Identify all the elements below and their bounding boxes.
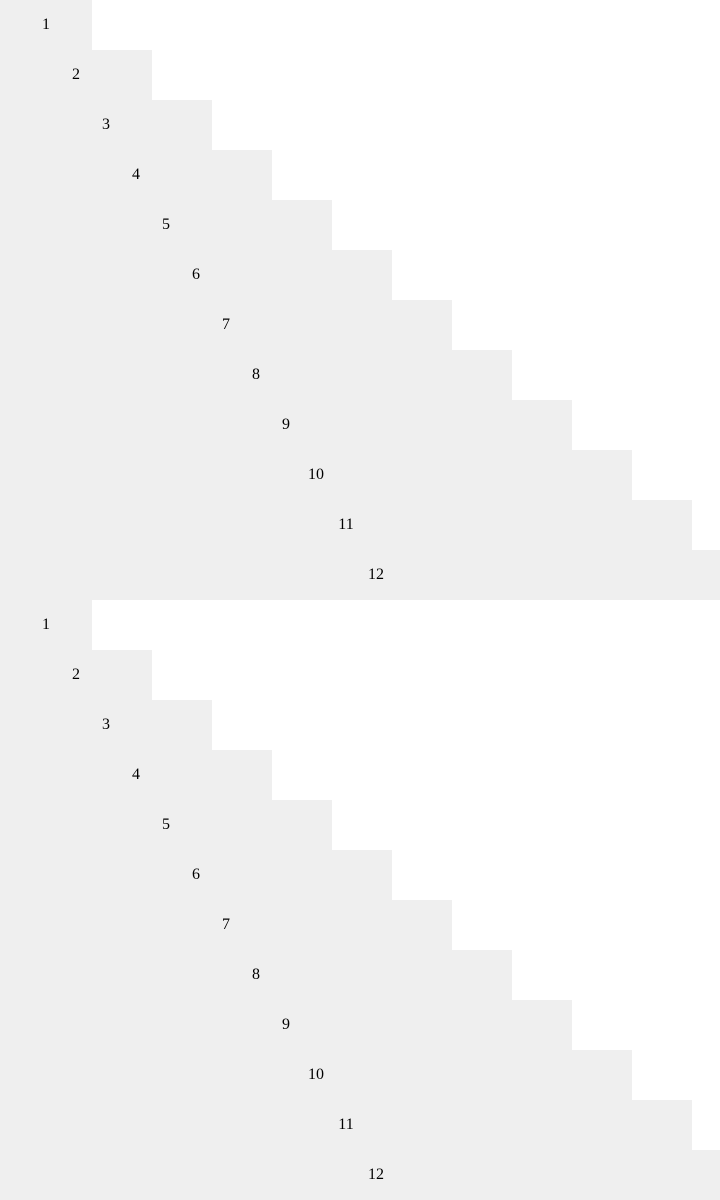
step-row: 7 xyxy=(0,900,452,950)
step-number: 9 xyxy=(266,400,306,450)
step-number: 9 xyxy=(266,1000,306,1050)
step-row: 12 xyxy=(0,550,720,600)
step-row: 6 xyxy=(0,250,392,300)
step-row: 3 xyxy=(0,700,212,750)
staircase-block-1: 1 2 3 4 5 6 7 8 9 10 11 12 xyxy=(0,0,720,600)
step-row: 5 xyxy=(0,200,332,250)
step-row: 4 xyxy=(0,750,272,800)
step-number: 7 xyxy=(206,900,246,950)
step-number: 1 xyxy=(26,0,66,50)
step-row: 1 xyxy=(0,600,92,650)
step-row: 2 xyxy=(0,650,152,700)
step-row: 5 xyxy=(0,800,332,850)
step-number: 5 xyxy=(146,800,186,850)
step-number: 2 xyxy=(56,650,96,700)
staircase-block-2: 1 2 3 4 5 6 7 8 9 10 11 12 xyxy=(0,600,720,1200)
step-number: 12 xyxy=(356,1150,396,1200)
step-number: 8 xyxy=(236,350,276,400)
step-row: 1 xyxy=(0,0,92,50)
step-row: 8 xyxy=(0,950,512,1000)
step-row: 11 xyxy=(0,1100,692,1150)
step-row: 3 xyxy=(0,100,212,150)
step-row: 9 xyxy=(0,400,572,450)
step-number: 10 xyxy=(296,1050,336,1100)
step-number: 10 xyxy=(296,450,336,500)
step-row: 10 xyxy=(0,1050,632,1100)
step-row: 8 xyxy=(0,350,512,400)
step-number: 11 xyxy=(326,500,366,550)
step-number: 12 xyxy=(356,550,396,600)
step-number: 4 xyxy=(116,750,156,800)
step-row: 6 xyxy=(0,850,392,900)
step-number: 6 xyxy=(176,250,216,300)
step-number: 11 xyxy=(326,1100,366,1150)
step-row: 2 xyxy=(0,50,152,100)
step-number: 8 xyxy=(236,950,276,1000)
step-row: 7 xyxy=(0,300,452,350)
step-row: 9 xyxy=(0,1000,572,1050)
step-number: 7 xyxy=(206,300,246,350)
step-row: 10 xyxy=(0,450,632,500)
step-row: 11 xyxy=(0,500,692,550)
step-number: 3 xyxy=(86,100,126,150)
step-number: 2 xyxy=(56,50,96,100)
step-number: 5 xyxy=(146,200,186,250)
step-number: 4 xyxy=(116,150,156,200)
step-number: 3 xyxy=(86,700,126,750)
step-number: 6 xyxy=(176,850,216,900)
step-number: 1 xyxy=(26,600,66,650)
step-row: 12 xyxy=(0,1150,720,1200)
step-row: 4 xyxy=(0,150,272,200)
